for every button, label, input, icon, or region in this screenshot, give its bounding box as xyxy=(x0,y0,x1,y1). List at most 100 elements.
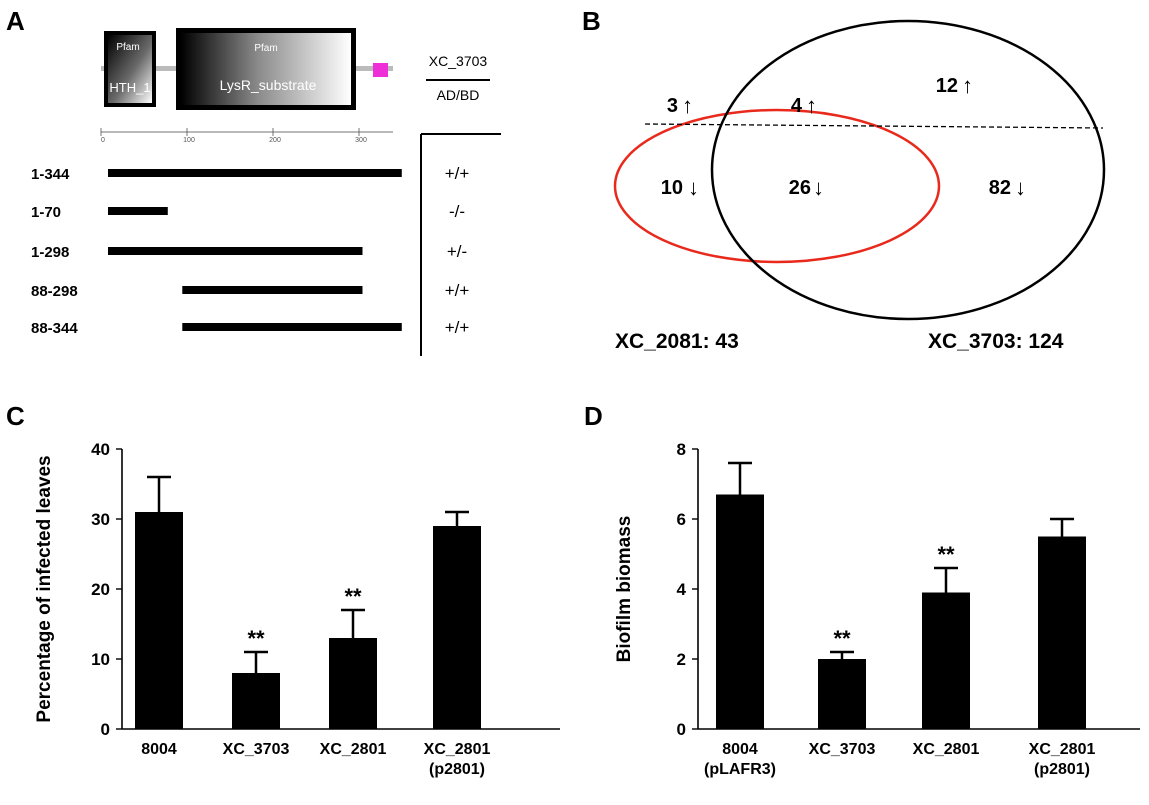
venn-count-overlap-down: 26 ↓ xyxy=(789,175,824,200)
venn-count-overlap-up: 4 ↑ xyxy=(791,93,817,118)
y-tick-label: 2 xyxy=(677,650,686,669)
y-tick-label: 6 xyxy=(677,510,686,529)
ruler-tick-label: 300 xyxy=(355,137,367,144)
significance-label: ** xyxy=(937,542,955,567)
domain-tag: Pfam xyxy=(254,43,277,54)
domain-lysr-substrate: Pfam LysR_substrate xyxy=(176,28,356,110)
panel-letter-d: D xyxy=(584,401,603,431)
y-tick-label: 0 xyxy=(101,720,110,739)
construct-label: 1-298 xyxy=(31,244,69,261)
y-tick-label: 10 xyxy=(91,650,110,669)
venn-label-xc3703: XC_3703: 124 xyxy=(928,330,1064,353)
svg-text:10: 10 xyxy=(661,177,683,199)
panel-b: B 3 ↑ 4 ↑ 12 ↑ 10 ↓ 26 ↓ 82 ↓ XC_2081: 4… xyxy=(582,6,1106,353)
x-tick-label: (pLAFR3) xyxy=(704,761,776,778)
down-arrow-icon: ↓ xyxy=(813,175,824,200)
construct-row: 1-344 +/+ xyxy=(31,164,469,183)
y-tick-label: 30 xyxy=(91,510,110,529)
bar xyxy=(716,494,764,729)
construct-label: 88-298 xyxy=(31,283,78,300)
interaction-result: +/+ xyxy=(445,281,470,300)
x-tick-label: XC_3703 xyxy=(809,741,876,758)
construct-list: 1-344 +/+ 1-70 -/- 1-298 +/- 88-298 +/+ 88-344 +/… xyxy=(31,164,469,337)
interaction-header: XC_3703 AD/BD xyxy=(420,53,501,356)
domain-name: HTH_1 xyxy=(109,80,150,95)
bar xyxy=(433,526,481,729)
sequence-ruler: 0 100 200 300 xyxy=(100,128,393,144)
x-tick-label: (p2801) xyxy=(1034,761,1090,778)
ruler-tick-label: 100 xyxy=(183,137,195,144)
construct-label: 1-344 xyxy=(31,166,70,183)
x-tick-label: XC_2801 xyxy=(424,741,491,758)
svg-text:12: 12 xyxy=(936,75,958,97)
interaction-result: +/+ xyxy=(445,318,470,337)
x-tick-label: XC_2801 xyxy=(1029,741,1096,758)
bar xyxy=(1038,536,1086,729)
construct-row: 1-298 +/- xyxy=(31,242,467,261)
interaction-result: +/+ xyxy=(445,164,470,183)
significance-label: ** xyxy=(344,584,362,609)
panel-letter-c: C xyxy=(6,401,25,431)
panel-d: D 0 2 4 6 8 Biofilm biomass 8004 (pLAFR3) ** XC_3… xyxy=(584,401,1140,778)
venn-count-right-up: 12 ↑ xyxy=(936,73,973,98)
chart-infected-leaves: 0 10 20 30 40 Percentage of infected leaves 80… xyxy=(34,440,560,778)
venn-count-right-down: 82 ↓ xyxy=(989,175,1026,200)
significance-label: ** xyxy=(833,626,851,651)
bar xyxy=(329,638,377,729)
svg-text:26: 26 xyxy=(789,177,811,199)
x-tick-label: XC_2801 xyxy=(320,741,387,758)
venn-circle-xc2081 xyxy=(613,108,941,264)
y-tick-label: 20 xyxy=(91,580,110,599)
panel-letter-b: B xyxy=(582,6,601,36)
ruler-tick-label: 200 xyxy=(269,137,281,144)
bar xyxy=(135,512,183,729)
construct-bar xyxy=(108,207,168,215)
venn-count-left-down: 10 ↓ xyxy=(661,175,699,200)
construct-label: 88-344 xyxy=(31,320,78,337)
panel-c: C 0 10 20 30 40 Percentage of infected leaves… xyxy=(6,401,560,778)
y-tick-label: 4 xyxy=(677,580,687,599)
construct-bar xyxy=(108,247,363,255)
venn-count-left-up: 3 ↑ xyxy=(667,93,693,118)
y-tick-label: 40 xyxy=(91,440,110,459)
venn-circle-xc3703 xyxy=(710,19,1106,321)
interaction-result: +/- xyxy=(447,242,467,261)
domain-name: LysR_substrate xyxy=(220,77,317,93)
svg-text:4: 4 xyxy=(791,95,803,117)
bar xyxy=(818,659,866,729)
venn-label-xc2081: XC_2081: 43 xyxy=(615,330,739,353)
significance-label: ** xyxy=(247,626,265,651)
panel-a: A Pfam HTH_1 Pfam LysR_substrate 0 100 200… xyxy=(6,6,501,356)
y-tick-label: 0 xyxy=(677,720,686,739)
venn-divider-dashed xyxy=(644,123,1104,129)
svg-text:3: 3 xyxy=(667,95,678,117)
y-tick-label: 8 xyxy=(677,440,686,459)
y-axis-label: Percentage of infected leaves xyxy=(34,455,55,722)
bar xyxy=(922,592,970,729)
construct-label: 1-70 xyxy=(31,204,61,221)
down-arrow-icon: ↓ xyxy=(1015,175,1026,200)
domain-tag: Pfam xyxy=(116,42,139,53)
c-terminal-marker xyxy=(373,63,388,77)
construct-row: 88-344 +/+ xyxy=(31,318,469,337)
construct-row: 88-298 +/+ xyxy=(31,281,469,300)
x-tick-label: 8004 xyxy=(722,741,758,758)
chart-biofilm-biomass: 0 2 4 6 8 Biofilm biomass 8004 (pLAFR3) ** XC_370… xyxy=(614,440,1140,778)
up-arrow-icon: ↑ xyxy=(806,93,817,118)
panel-letter-a: A xyxy=(6,6,25,36)
ruler-tick-label: 0 xyxy=(101,137,105,144)
x-tick-label: (p2801) xyxy=(429,761,485,778)
svg-text:82: 82 xyxy=(989,177,1011,199)
x-tick-label: XC_2801 xyxy=(913,741,980,758)
up-arrow-icon: ↑ xyxy=(962,73,973,98)
domain-hth: Pfam HTH_1 xyxy=(104,31,156,107)
construct-row: 1-70 -/- xyxy=(31,202,465,221)
construct-bar xyxy=(182,286,363,294)
protein-domain-diagram: Pfam HTH_1 Pfam LysR_substrate xyxy=(101,28,393,110)
header-bottom: AD/BD xyxy=(437,87,480,103)
down-arrow-icon: ↓ xyxy=(688,175,699,200)
up-arrow-icon: ↑ xyxy=(682,93,693,118)
construct-bar xyxy=(108,169,402,177)
construct-bar xyxy=(182,323,402,331)
